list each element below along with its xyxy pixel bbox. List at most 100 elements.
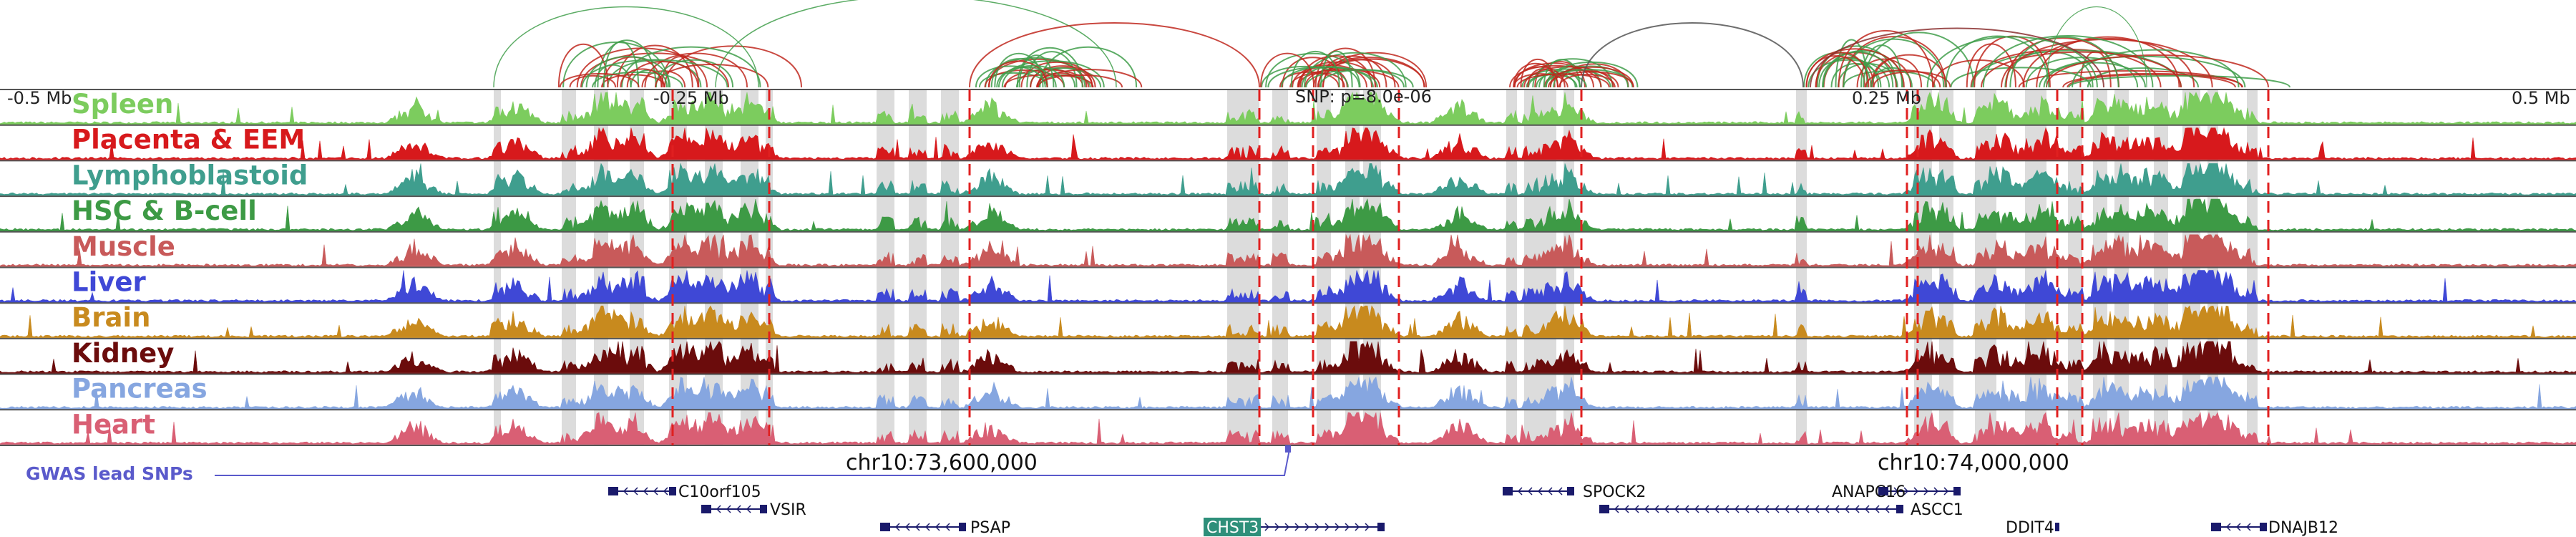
interaction-arc	[1018, 54, 1055, 88]
gene-strand-arrow	[716, 505, 721, 513]
interaction-arc	[1259, 52, 1315, 88]
track-signal	[0, 198, 2576, 231]
interaction-arc	[1545, 62, 1639, 88]
gwas-snp-marker	[1285, 445, 1291, 453]
interaction-arc	[2062, 72, 2244, 88]
track-label: Placenta & EEM	[72, 125, 305, 155]
gene-strand-arrow	[1537, 487, 1543, 495]
gene-exon	[2055, 523, 2059, 531]
gene-strand-arrow	[1794, 505, 1800, 513]
gene-strand-arrow	[945, 523, 950, 531]
track-signal	[0, 305, 2576, 338]
interaction-arc	[1037, 74, 1123, 88]
interaction-arc	[1265, 52, 1361, 88]
gene-strand-arrow	[1744, 505, 1750, 513]
interaction-arc	[597, 39, 657, 88]
gene-label: C10orf105	[678, 483, 761, 501]
interaction-arc	[559, 73, 640, 88]
gene-strand-arrow	[1664, 505, 1669, 513]
coordinate-left: chr10:73,600,000	[846, 450, 1038, 475]
interaction-arc	[585, 56, 671, 88]
interaction-arc	[2046, 54, 2269, 88]
gene-exon	[2211, 523, 2221, 531]
gene-strand-arrow	[1365, 523, 1370, 531]
interaction-arc	[602, 41, 640, 88]
gene-strand-arrow	[623, 487, 628, 495]
gene-strand-arrow	[1527, 487, 1533, 495]
interaction-arc	[1030, 65, 1096, 88]
coordinate-right: chr10:74,000,000	[1878, 450, 2069, 475]
gene-strand-arrow	[1314, 523, 1320, 531]
track-label: Muscle	[72, 231, 175, 262]
interaction-arc	[1322, 59, 1396, 88]
track-signal	[0, 269, 2576, 302]
gene-strand-arrow	[1933, 487, 1939, 495]
gene-strand-arrow	[1893, 487, 1899, 495]
gene-strand-arrow	[1884, 505, 1890, 513]
interaction-arc	[620, 68, 665, 88]
arcs-layer	[493, 0, 2290, 88]
interaction-arc	[2072, 49, 2240, 88]
gene-strand-arrow	[1874, 505, 1880, 513]
interaction-arc	[1810, 27, 2104, 88]
track-label: Liver	[72, 267, 146, 298]
gene-exon	[1567, 487, 1574, 495]
interaction-arc	[621, 46, 761, 88]
interaction-arc	[1289, 69, 1400, 88]
interaction-arc	[1815, 52, 1870, 88]
gene-label: CHST3	[1206, 519, 1259, 537]
interaction-arc	[1980, 51, 2182, 88]
interaction-arc	[1838, 30, 1934, 88]
interaction-arc	[1301, 66, 1360, 88]
gene-strand-arrow	[1764, 505, 1770, 513]
track-labels: Spleen Placenta & EEM Lymphoblastoid HSC & …	[72, 89, 308, 440]
scale-right-label: 0.5 Mb	[2512, 88, 2570, 108]
track-label: Brain	[72, 302, 150, 333]
gene-exon	[2260, 523, 2267, 531]
track-signal	[0, 91, 2576, 125]
gene-strand-arrow	[1714, 505, 1719, 513]
interaction-arc	[1870, 67, 1913, 88]
gene-strand-arrow	[1684, 505, 1689, 513]
interaction-arc	[994, 52, 1044, 88]
snp-lines-layer	[671, 90, 2270, 445]
gwas-connector-line	[215, 449, 1290, 476]
gene-exon	[1878, 487, 1888, 495]
interaction-arc	[1873, 71, 1951, 88]
interaction-arc	[493, 6, 759, 88]
gene-strand-arrow	[1614, 505, 1619, 513]
track-signal	[0, 127, 2576, 160]
gene-strand-arrow	[726, 505, 731, 513]
gene-strand-arrow	[1284, 523, 1290, 531]
gene-strand-arrow	[1844, 505, 1850, 513]
gene-strand-arrow	[935, 523, 940, 531]
gene-strand-arrow	[736, 505, 741, 513]
gene-exon	[1953, 487, 1961, 495]
track-label: Pancreas	[72, 374, 208, 405]
scale-left-mid-label: -0.25 Mb	[653, 88, 729, 108]
gene-strand-arrow	[914, 523, 920, 531]
interaction-arc	[1970, 49, 2162, 88]
scale-snp-label: SNP: p=8.0e-06	[1295, 87, 1432, 107]
track-label: Spleen	[72, 89, 173, 120]
gene-strand-arrow	[1923, 487, 1929, 495]
gene-strand-arrow	[2235, 523, 2241, 531]
gene-label: DNAJB12	[2268, 519, 2338, 537]
track-signal	[0, 376, 2576, 409]
gene-strand-arrow	[1864, 505, 1870, 513]
track-signal	[0, 163, 2576, 195]
interaction-arc	[2046, 6, 2147, 88]
interaction-arc	[1945, 35, 2050, 88]
interaction-arc	[1543, 59, 1581, 88]
interaction-arc	[562, 41, 670, 88]
interaction-arc	[1261, 65, 1349, 88]
track-signal	[0, 340, 2576, 373]
gene-label: SPOCK2	[1583, 483, 1646, 501]
track-label: Lymphoblastoid	[72, 160, 308, 190]
gene-exon	[1503, 487, 1513, 495]
gwas-lead-snps-label: GWAS lead SNPs	[26, 463, 193, 484]
track-label: Kidney	[72, 338, 174, 369]
gene-strand-arrow	[1624, 505, 1629, 513]
interaction-arc	[1558, 74, 1616, 88]
gene-strand-arrow	[2245, 523, 2251, 531]
